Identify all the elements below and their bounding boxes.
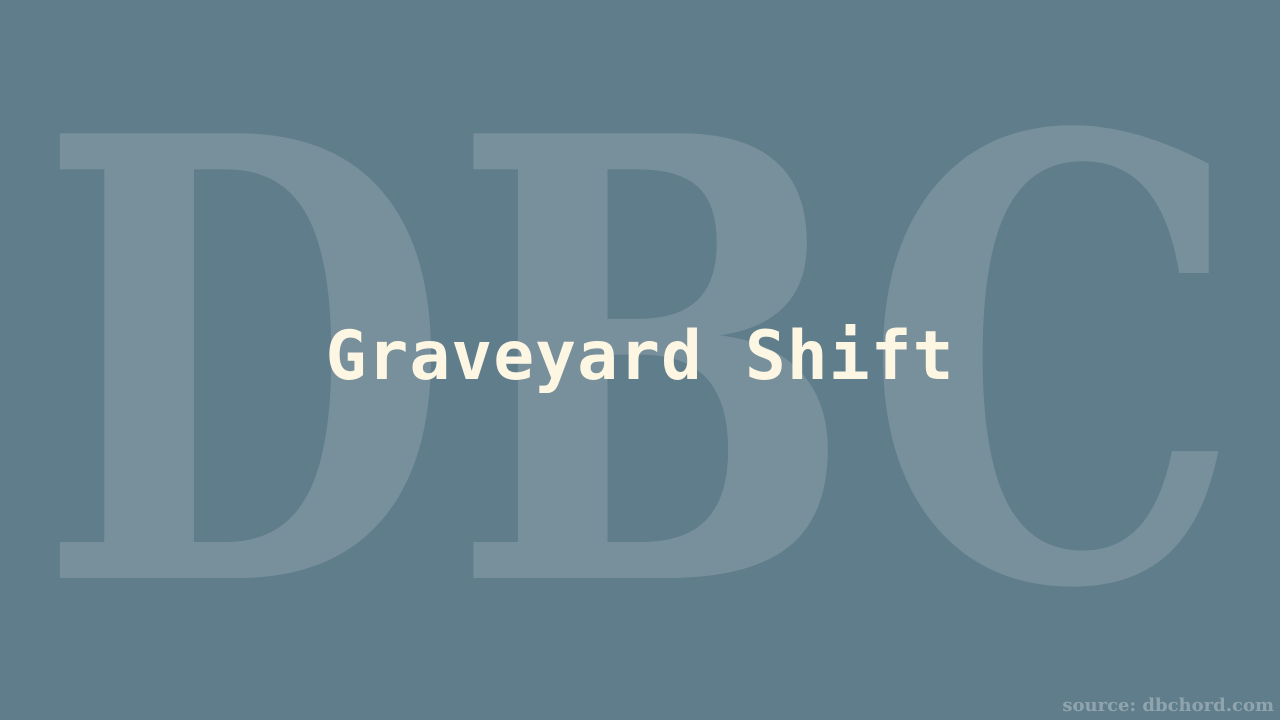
source-credit: source: dbchord.com	[1062, 695, 1274, 716]
song-title: Graveyard Shift	[325, 317, 955, 396]
watermark-letters: DBC	[38, 5, 1243, 720]
